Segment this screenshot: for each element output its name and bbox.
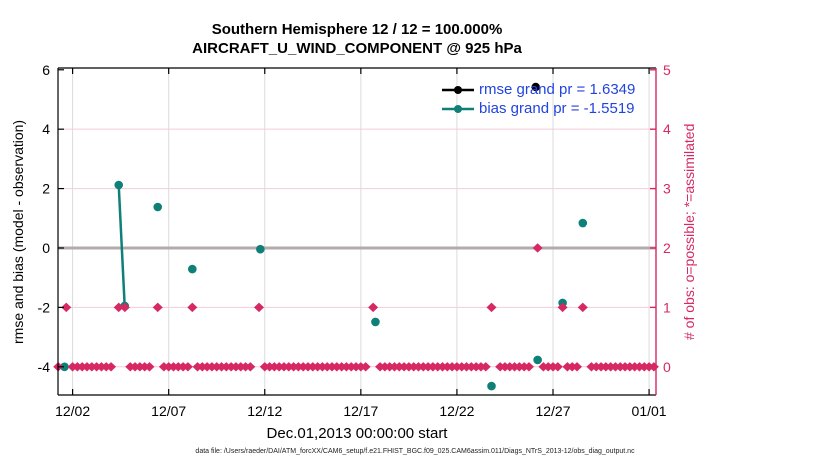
y-axis-label-right: # of obs: o=possible; *=assimilated (681, 123, 697, 340)
y-right-tick-label: 1 (663, 299, 671, 315)
bias-data-point (578, 218, 588, 228)
obs-count-zero-diamond (144, 362, 155, 372)
y-left-tick-label: -4 (38, 359, 51, 375)
y-axis-label-left: rmse and bias (model - observation) (10, 119, 26, 344)
rmse-line-dot-icon (442, 85, 474, 94)
obs-count-diamond (368, 302, 379, 313)
y-right-tick-label: 5 (663, 62, 671, 78)
obs-count-diamond (577, 302, 588, 313)
page-title: Southern Hemisphere 12 / 12 = 100.000% (211, 21, 503, 38)
x-tick-label: 01/01 (632, 403, 667, 419)
x-tick-label: 12/17 (343, 403, 378, 419)
obs-count-zero-diamond (480, 362, 491, 372)
obs-count-zero-diamond (182, 362, 193, 372)
title-block: Southern Hemisphere 12 / 12 = 100.000% A… (58, 20, 656, 58)
x-tick-label: 12/07 (151, 403, 186, 419)
rmse-data-point (531, 82, 540, 92)
obs-count-zero-diamond (245, 362, 256, 372)
obs-count-diamond (486, 302, 497, 313)
datafile-path: data file: /Users/raeder/DAI/ATM_forcXX/… (195, 448, 635, 455)
obs-count-diamond (113, 302, 124, 313)
obs-count-diamond (253, 302, 264, 313)
bias-data-point (153, 202, 163, 212)
y-left-tick-label: 4 (42, 121, 50, 137)
bias-data-point (188, 264, 197, 274)
y-left-tick-label: 0 (42, 240, 50, 256)
bias-data-point (371, 317, 380, 327)
obs-count-diamond (557, 302, 568, 313)
x-tick-label: 12/02 (55, 403, 90, 419)
bias-data-point (533, 355, 542, 365)
obs-count-diamond (187, 302, 198, 313)
page-subtitle: AIRCRAFT_U_WIND_COMPONENT @ 925 hPa (192, 40, 522, 57)
obs-count-diamond (152, 302, 163, 313)
y-right-tick-label: 4 (663, 121, 671, 137)
obs-count-diamond (61, 302, 72, 313)
bias-line-dot-icon (442, 104, 474, 113)
y-right-tick-label: 3 (663, 181, 671, 197)
obs-count-zero-diamond (106, 362, 117, 372)
obs-count-zero-diamond (572, 362, 583, 372)
obs-count-zero-diamond (360, 362, 371, 372)
x-tick-label: 12/12 (247, 403, 282, 419)
obs-count-zero-diamond (552, 362, 563, 372)
y-left-tick-label: 2 (42, 181, 50, 197)
y-left-tick-label: 6 (42, 62, 50, 78)
obs-count-diamond (532, 243, 543, 253)
legend-label-bias: bias grand pr = -1.5519 (479, 100, 635, 117)
obs-count-diamond (119, 302, 130, 313)
bias-data-point (114, 180, 124, 190)
bias-data-point (487, 381, 496, 391)
legend-label-rmse: rmse grand pr = 1.6349 (479, 81, 636, 98)
y-right-tick-label: 2 (663, 240, 671, 256)
bias-data-point (60, 362, 69, 372)
bias-data-point (256, 244, 265, 254)
x-tick-label: 12/22 (439, 403, 474, 419)
bias-line-segment (117, 184, 126, 306)
legend-item-bias: bias grand pr = -1.5519 (441, 99, 635, 118)
y-left-tick-label: -2 (38, 299, 51, 315)
x-axis-label: Dec.01,2013 00:00:00 start (266, 425, 448, 442)
legend: rmse grand pr = 1.6349 bias grand pr = -… (441, 80, 635, 118)
legend-item-rmse: rmse grand pr = 1.6349 (441, 80, 635, 99)
y-right-tick-label: 0 (663, 359, 671, 375)
obs-count-zero-diamond (523, 362, 534, 372)
x-tick-label: 12/27 (535, 403, 570, 419)
